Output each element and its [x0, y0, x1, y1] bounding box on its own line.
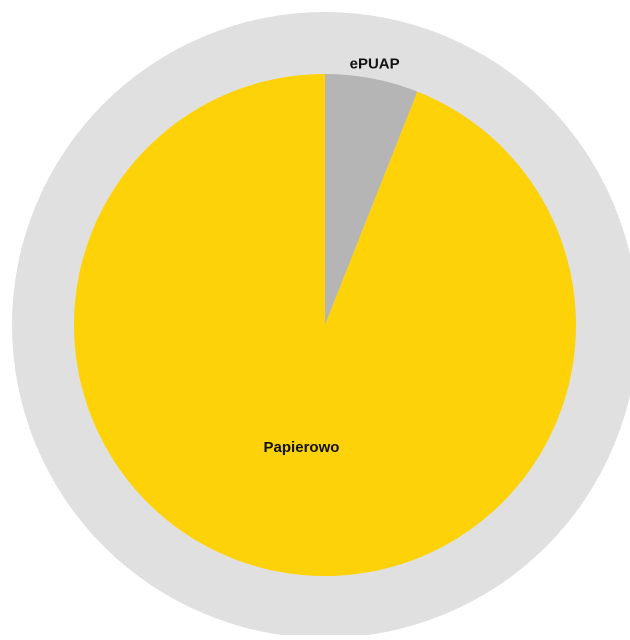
pie-slices: [74, 74, 577, 576]
slice-label-epuap: ePUAP: [350, 56, 400, 73]
pie-slice-papierowo: [74, 74, 577, 576]
pie-labels: ePUAP Papierowo: [264, 56, 400, 457]
pie-slice-epuap: [325, 74, 418, 325]
slice-label-papierowo: Papierowo: [264, 439, 340, 456]
